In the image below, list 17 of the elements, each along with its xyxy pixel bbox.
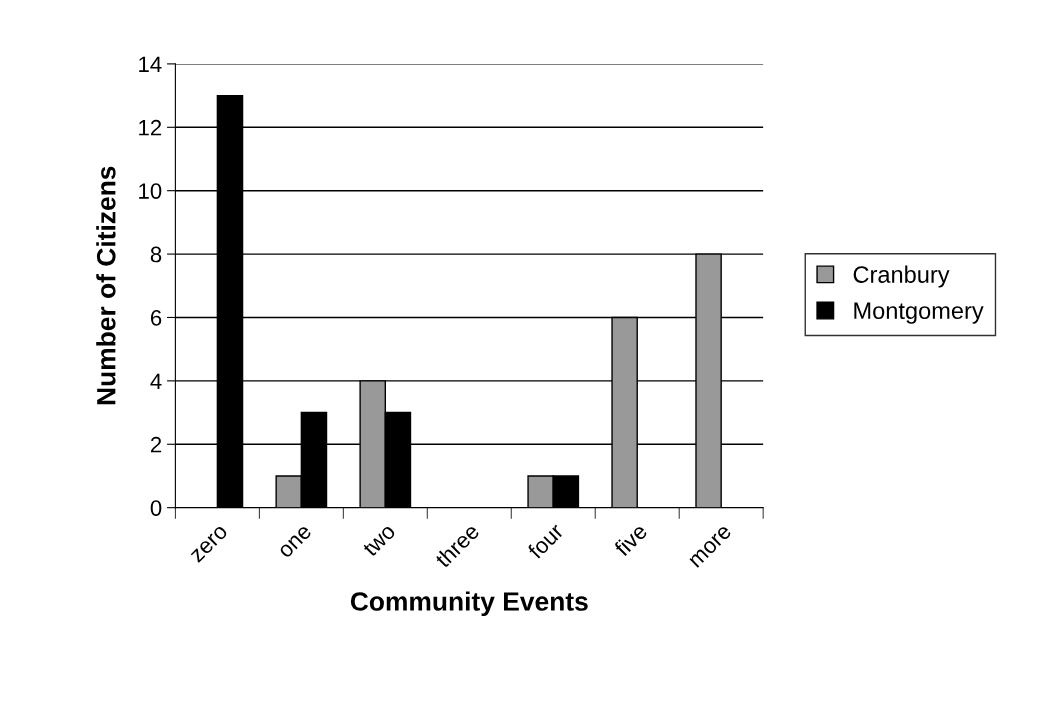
y-tick-label: 14 bbox=[139, 56, 162, 72]
legend-label: Montgomery bbox=[854, 302, 984, 324]
x-tick-label: four bbox=[526, 521, 565, 560]
y-tick-label: 8 bbox=[150, 246, 162, 263]
y-tick-label: 4 bbox=[150, 373, 162, 389]
legend-label: Cranbury bbox=[853, 265, 950, 288]
x-tick-label: zero bbox=[190, 525, 229, 564]
y-tick-label: 0 bbox=[150, 500, 162, 516]
y-axis-title: Number of Citizens bbox=[96, 166, 116, 405]
y-tick-label: 2 bbox=[150, 436, 162, 453]
x-axis-title: Community Events bbox=[350, 591, 588, 617]
y-tick-label: 12 bbox=[139, 119, 162, 136]
x-tick-label: five bbox=[612, 522, 649, 558]
x-tick-label: two bbox=[362, 523, 397, 558]
y-tick-label: 6 bbox=[150, 310, 162, 326]
y-tick-label: 10 bbox=[139, 183, 162, 199]
x-tick-label: one bbox=[278, 525, 313, 559]
